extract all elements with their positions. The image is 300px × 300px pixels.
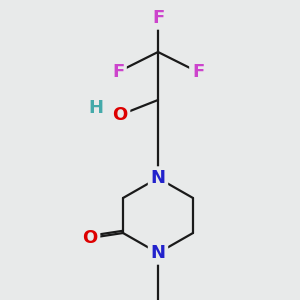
Text: N: N [151,169,166,187]
Text: O: O [112,106,128,124]
Text: N: N [151,244,166,262]
Text: F: F [192,63,204,81]
Text: H: H [88,99,104,117]
Text: O: O [82,229,98,247]
Text: F: F [152,9,164,27]
Text: F: F [112,63,124,81]
